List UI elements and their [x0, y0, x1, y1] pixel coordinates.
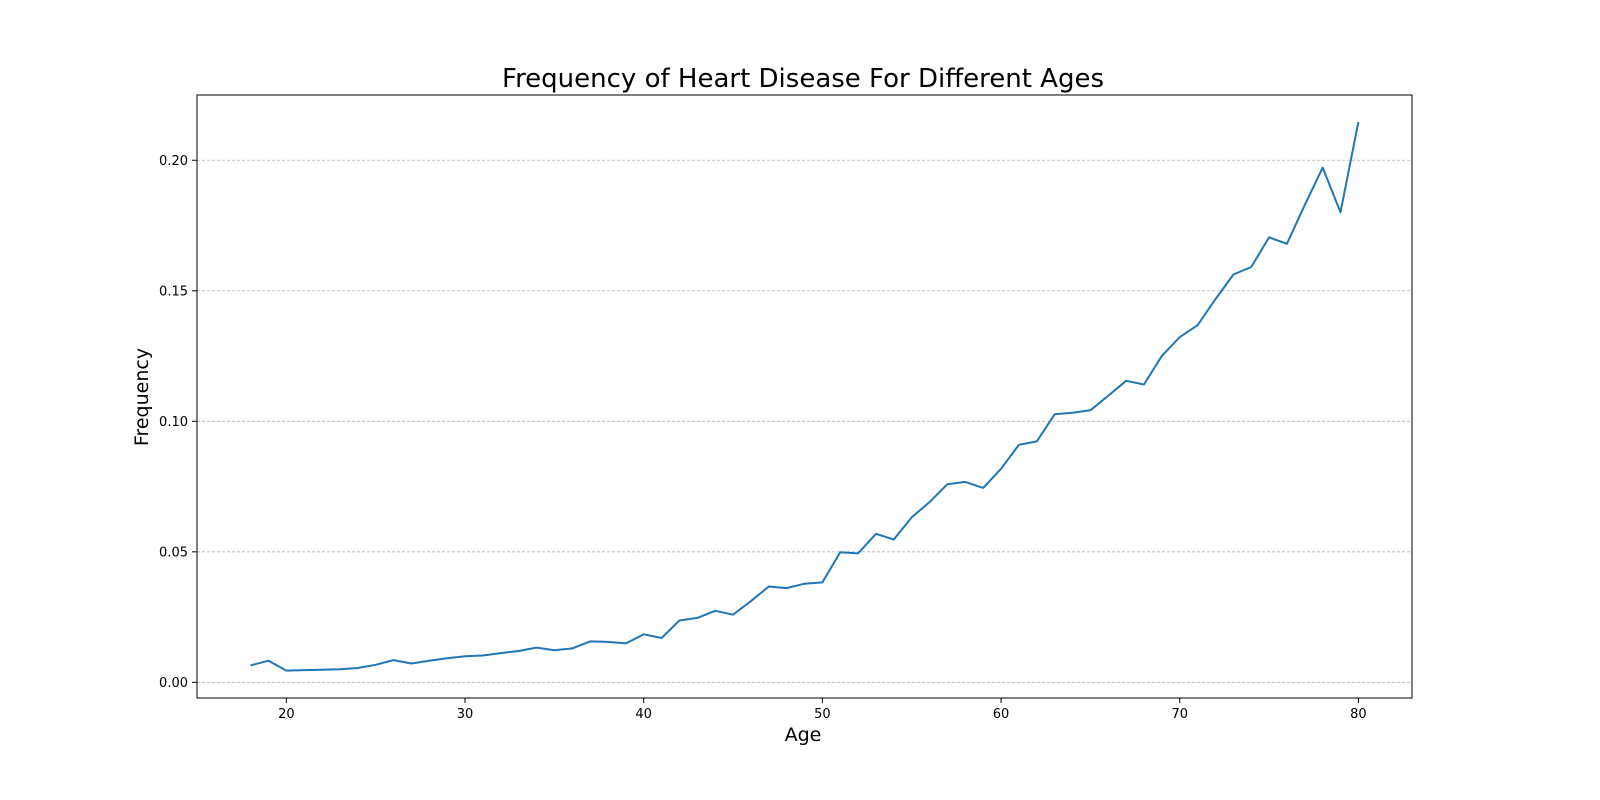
x-tick-label: 50	[814, 707, 831, 722]
x-tick-label: 30	[457, 707, 474, 722]
y-axis-label: Frequency	[131, 348, 153, 446]
x-tick-label: 80	[1350, 707, 1367, 722]
x-tick-label: 40	[635, 707, 652, 722]
x-tick-label: 70	[1171, 707, 1188, 722]
series	[250, 121, 1360, 672]
x-axis-ticks: 20 30 40 50 60 70 80	[278, 698, 1367, 722]
y-tick-label: 0.05	[159, 545, 188, 560]
x-axis-label: Age	[785, 724, 822, 746]
plot-frame	[196, 94, 1413, 699]
gridlines	[197, 159, 1412, 683]
y-tick-label: 0.10	[159, 415, 188, 430]
x-tick-label: 60	[993, 707, 1010, 722]
chart-title: Frequency of Heart Disease For Different…	[502, 64, 1104, 94]
y-tick-label: 0.20	[159, 154, 188, 169]
x-tick-label: 20	[278, 707, 295, 722]
y-tick-label: 0.15	[159, 284, 188, 299]
y-tick-label: 0.00	[159, 676, 188, 691]
y-axis-ticks: 0.00 0.05 0.10 0.15 0.20	[159, 154, 197, 691]
series-line	[250, 121, 1360, 672]
